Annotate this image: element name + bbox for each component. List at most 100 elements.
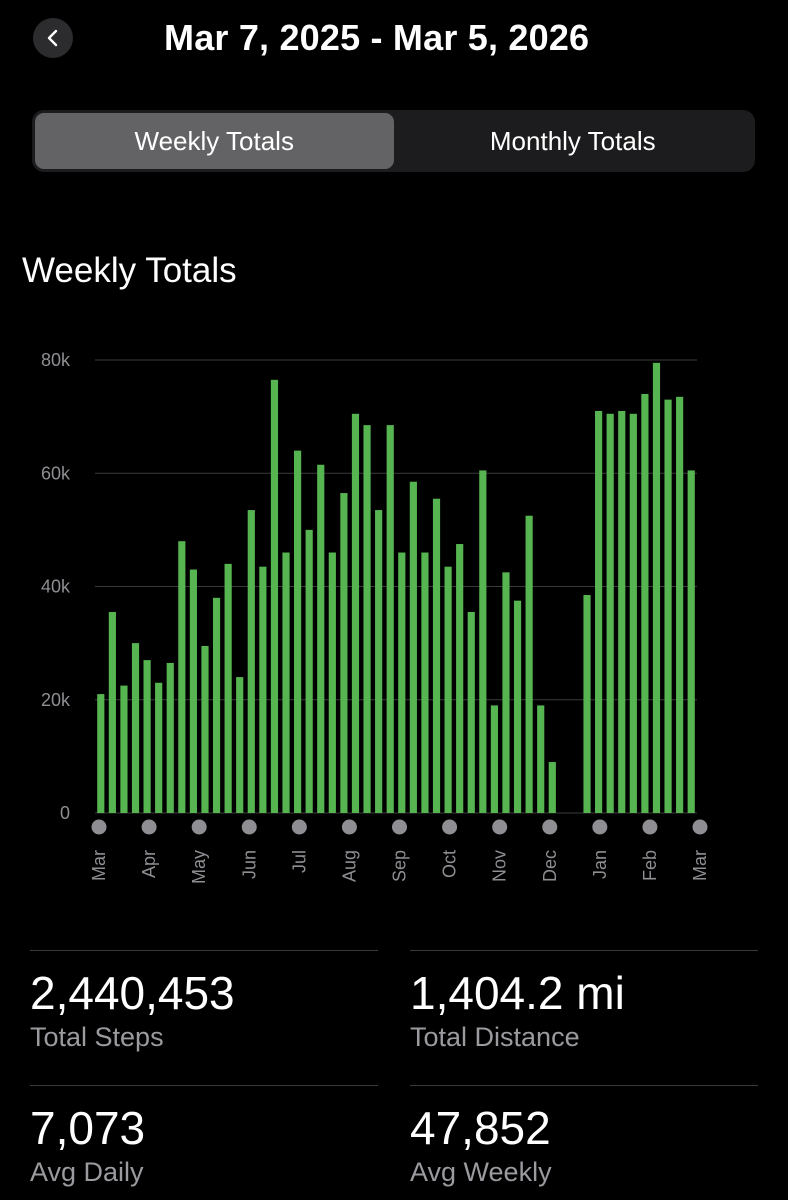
bar (143, 660, 151, 813)
bar (131, 643, 140, 813)
x-tick-label: May (189, 850, 209, 884)
bar (351, 413, 360, 813)
back-button[interactable] (33, 18, 73, 58)
x-tick-label: Mar (89, 850, 109, 881)
month-dot (542, 819, 558, 835)
stat-value: 1,404.2 mi (410, 967, 625, 1019)
month-dot (692, 819, 708, 835)
bar (618, 410, 626, 813)
bar (294, 450, 302, 813)
stat-label: Total Distance (410, 1022, 580, 1052)
chart-section-title: Weekly Totals (22, 251, 237, 290)
chevron-left-icon (47, 29, 58, 47)
bar (108, 611, 116, 813)
bar (282, 552, 290, 813)
bar (270, 379, 279, 813)
x-tick-label: Aug (339, 850, 359, 882)
x-tick-label: Nov (490, 850, 510, 882)
bar (398, 552, 406, 813)
bar (328, 552, 336, 813)
stat-total-distance: 1,404.2 mi Total Distance (410, 950, 758, 1053)
bar (502, 572, 510, 813)
month-dot (241, 819, 257, 835)
bar (224, 563, 232, 813)
bar (583, 594, 591, 813)
month-dot (592, 819, 608, 835)
bar (525, 515, 533, 813)
x-tick-label: Feb (640, 850, 660, 881)
y-tick-label: 40k (41, 577, 71, 597)
bar (467, 611, 475, 813)
x-tick-label: Sep (390, 850, 410, 882)
bar (166, 662, 174, 813)
tab-weekly-totals[interactable]: Weekly Totals (35, 113, 394, 169)
page-title: Mar 7, 2025 - Mar 5, 2026 (164, 17, 590, 58)
bar (189, 569, 197, 813)
bar (212, 597, 221, 813)
bar (490, 705, 498, 813)
month-dot (642, 819, 658, 835)
bar (97, 694, 105, 813)
bar (606, 413, 614, 813)
stat-label: Avg Weekly (410, 1157, 552, 1187)
bar (120, 685, 128, 813)
stat-avg-daily: 7,073 Avg Daily (30, 1085, 378, 1188)
bar (444, 566, 452, 813)
x-tick-label: Jun (239, 850, 259, 879)
stat-value: 2,440,453 (30, 967, 235, 1019)
month-dot (392, 819, 407, 835)
y-tick-label: 80k (41, 350, 71, 370)
bar (537, 705, 545, 813)
bar (178, 541, 186, 813)
bar (247, 510, 255, 813)
stat-value: 7,073 (30, 1102, 146, 1154)
bar (641, 393, 649, 813)
bar (305, 529, 313, 813)
bar (421, 552, 429, 813)
month-dot (91, 819, 107, 835)
bar (676, 396, 684, 813)
bar (652, 362, 661, 813)
bar (479, 470, 487, 813)
month-dot (291, 819, 307, 835)
month-dot (191, 819, 207, 835)
bar (236, 677, 244, 813)
bar (317, 464, 325, 813)
stat-label: Avg Daily (30, 1157, 144, 1187)
bar (629, 413, 637, 813)
bar (340, 493, 348, 813)
y-tick-label: 0 (60, 803, 70, 823)
x-tick-label: Jul (289, 850, 309, 873)
bar (687, 470, 695, 813)
bar (456, 544, 464, 813)
bar (201, 645, 209, 813)
bar (386, 425, 394, 813)
x-tick-label: Dec (540, 850, 560, 882)
bar (375, 510, 383, 813)
month-dot (341, 819, 357, 835)
month-dot (141, 819, 157, 835)
tab-monthly-totals[interactable]: Monthly Totals (489, 125, 656, 156)
bar (155, 682, 163, 813)
bar (409, 481, 417, 813)
bar (363, 425, 371, 813)
x-tick-label: Apr (139, 850, 159, 878)
bar (259, 566, 267, 813)
x-tick-label: Jan (590, 850, 610, 879)
totals-segmented-control: Weekly Totals Monthly Totals (32, 110, 755, 172)
month-dot (492, 819, 508, 835)
stat-label: Total Steps (30, 1022, 164, 1052)
bar (548, 762, 556, 813)
stat-avg-weekly: 47,852 Avg Weekly (410, 1085, 758, 1188)
bar (432, 498, 441, 813)
bar (664, 399, 672, 813)
x-tick-label: Mar (690, 850, 710, 881)
stat-value: 47,852 (410, 1102, 551, 1154)
month-dot (442, 819, 458, 835)
x-tick-label: Oct (440, 850, 460, 878)
bar (595, 410, 603, 813)
stat-total-steps: 2,440,453 Total Steps (30, 950, 378, 1053)
y-tick-label: 60k (41, 463, 71, 483)
bar (513, 600, 522, 813)
weekly-steps-bar-chart: 0 20k 40k 60k 80k Mar Apr May Jun Jul Aug Sep Oct No… (41, 350, 710, 884)
